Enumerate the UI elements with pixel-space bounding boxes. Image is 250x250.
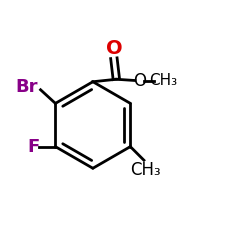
Text: O: O bbox=[106, 39, 122, 58]
Text: CH₃: CH₃ bbox=[150, 73, 178, 88]
Text: CH₃: CH₃ bbox=[130, 160, 161, 178]
Text: O: O bbox=[133, 72, 146, 90]
Text: F: F bbox=[27, 138, 39, 156]
Text: Br: Br bbox=[16, 78, 38, 96]
